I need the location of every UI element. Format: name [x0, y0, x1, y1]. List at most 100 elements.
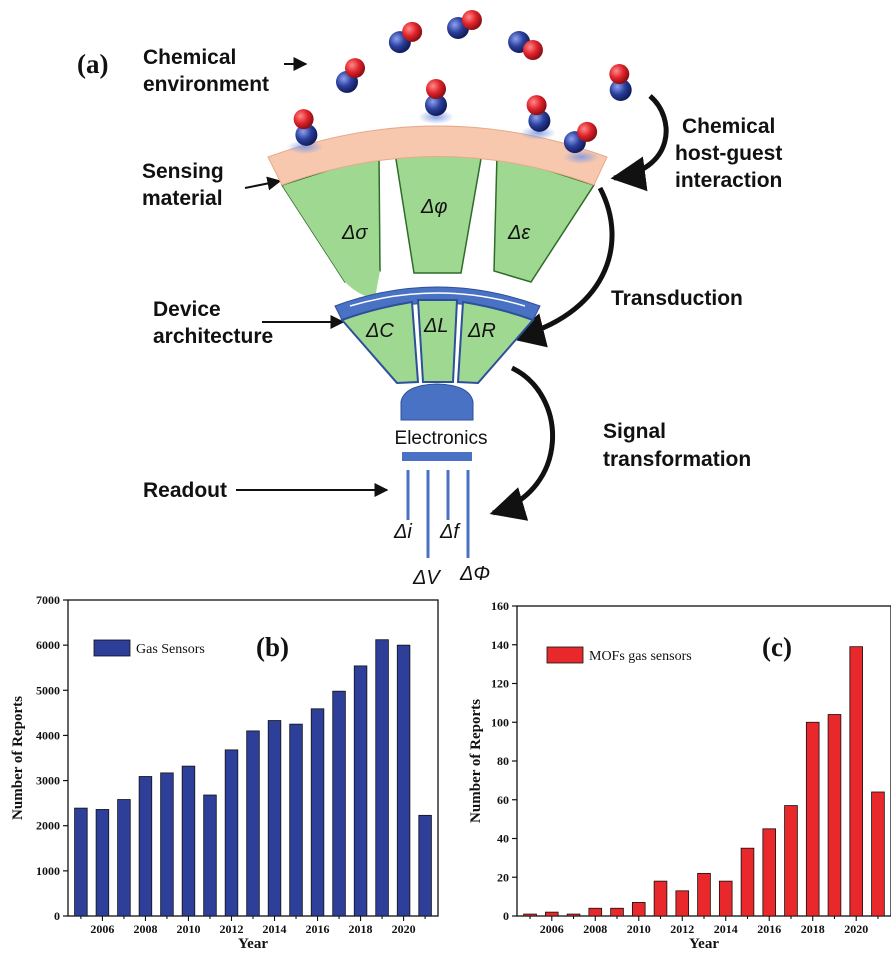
nitrogen-atom [295, 123, 318, 146]
y-tick-label: 60 [497, 793, 509, 807]
y-tick-label: 0 [503, 909, 509, 923]
bar-2020 [396, 644, 411, 917]
bar-2013 [697, 872, 711, 917]
x-axis-label: Year [689, 936, 719, 952]
electronics-dome [400, 383, 474, 421]
chart-gas-sensors: 0 1000 2000 3000 4000 5000 6000 7000 2006 2008 201… [10, 593, 439, 952]
signal-curved-arrow [489, 365, 555, 521]
x-tick-label: 2006 [90, 922, 114, 936]
bar-2012 [224, 749, 239, 917]
bar-2005 [74, 807, 88, 917]
x-tick-label: 2020 [844, 922, 868, 936]
molecule [418, 79, 454, 124]
bar-2006 [95, 809, 110, 917]
nitrogen-atom [609, 78, 632, 101]
bar-2017 [784, 805, 798, 917]
bar-2015 [740, 847, 755, 917]
y-tick-label: 20 [497, 870, 509, 884]
nitrogen-atom [425, 94, 447, 116]
bar-2020 [849, 646, 863, 917]
y-tick-label: 100 [491, 715, 509, 729]
x-axis-label: Year [238, 936, 268, 952]
legend-label: Gas Sensors [136, 642, 205, 657]
bar-2014 [718, 880, 733, 917]
y-tick-label: 7000 [36, 593, 60, 607]
chemical-environment-label: Chemical environment [143, 46, 269, 96]
bar-2010 [631, 902, 646, 917]
signal-transformation-label: Signal transformation [603, 420, 751, 471]
bar-2021 [871, 791, 885, 917]
molecule [563, 121, 599, 164]
y-tick-label: 160 [491, 599, 509, 613]
bar-2009 [610, 907, 624, 917]
oxygen-atom [461, 10, 482, 30]
x-tick-label: 2008 [133, 922, 157, 936]
y-axis-label: Number of Reports [468, 699, 484, 823]
molecule [520, 95, 556, 140]
chart-mofs-gas-sensors: 0 20 40 60 80 100 120 140 160 2006 2008 2010 2012 201… [468, 599, 891, 952]
signal-phi: ΔΦ [459, 563, 490, 585]
bar-2007 [566, 913, 581, 917]
molecule [609, 64, 632, 101]
molecule [336, 58, 365, 93]
nitrogen-atom [528, 109, 551, 132]
panel-a-label: (a) [77, 49, 108, 79]
y-tick-label: 0 [54, 909, 60, 923]
x-tick-label: 2018 [349, 922, 373, 936]
bar-2017 [332, 690, 346, 917]
oxygen-atom [522, 40, 543, 60]
legend: Gas Sensors [93, 639, 205, 657]
x-tick-label: 2020 [392, 922, 416, 936]
bar-2013 [246, 730, 260, 917]
oxygen-atom [345, 58, 365, 79]
x-tick-label: 2014 [263, 922, 287, 936]
x-tick-label: 2006 [540, 922, 564, 936]
bar-2018 [353, 665, 368, 917]
bar-2005 [523, 913, 537, 917]
bar-2007 [117, 799, 131, 917]
adsorption-site [563, 150, 599, 164]
sensing-material-layer [267, 125, 608, 186]
adsorption-site [287, 140, 323, 154]
material-property-epsilon: Δε [507, 222, 531, 244]
legend: MOFs gas sensors [546, 646, 692, 664]
oxygen-atom [293, 109, 314, 130]
inductance-segment [416, 299, 459, 383]
oxygen-atom [526, 95, 547, 116]
molecule [508, 31, 543, 60]
electronics-bar [402, 452, 472, 461]
y-tick-label: 140 [491, 638, 509, 652]
oxygen-atom [577, 121, 598, 142]
y-tick-label: 1000 [36, 864, 60, 878]
y-axis-label: Number of Reports [10, 696, 26, 820]
x-tick-label: 2012 [670, 922, 694, 936]
bar-2014 [267, 720, 282, 917]
bar-2021 [418, 814, 432, 917]
molecule [388, 21, 423, 54]
x-tick-label: 2014 [714, 922, 738, 936]
y-tick-label: 40 [497, 832, 509, 846]
bar-2012 [675, 890, 690, 917]
adsorption-site [418, 110, 454, 124]
y-tick-label: 2000 [36, 819, 60, 833]
bar-2009 [160, 772, 174, 917]
signal-f: Δf [439, 521, 461, 543]
y-tick-label: 5000 [36, 683, 60, 697]
capacitance-segment [340, 300, 420, 385]
x-tick-label: 2012 [219, 922, 243, 936]
oxygen-atom [402, 21, 423, 42]
readout-label: Readout [143, 479, 227, 502]
y-tick-label: 6000 [36, 638, 60, 652]
x-tick-label: 2010 [176, 922, 200, 936]
molecule [447, 10, 482, 39]
legend-label: MOFs gas sensors [589, 649, 692, 664]
host-guest-curved-arrow [610, 94, 669, 192]
material-property-sigma: Δσ [341, 222, 368, 244]
y-tick-label: 4000 [36, 728, 60, 742]
signal-i: Δi [393, 521, 412, 543]
panel-a: (a) Chemical environment Sensing materia… [77, 10, 782, 589]
x-tick-label: 2010 [627, 922, 651, 936]
y-tick-label: 80 [497, 754, 509, 768]
adsorption-site [520, 126, 556, 140]
